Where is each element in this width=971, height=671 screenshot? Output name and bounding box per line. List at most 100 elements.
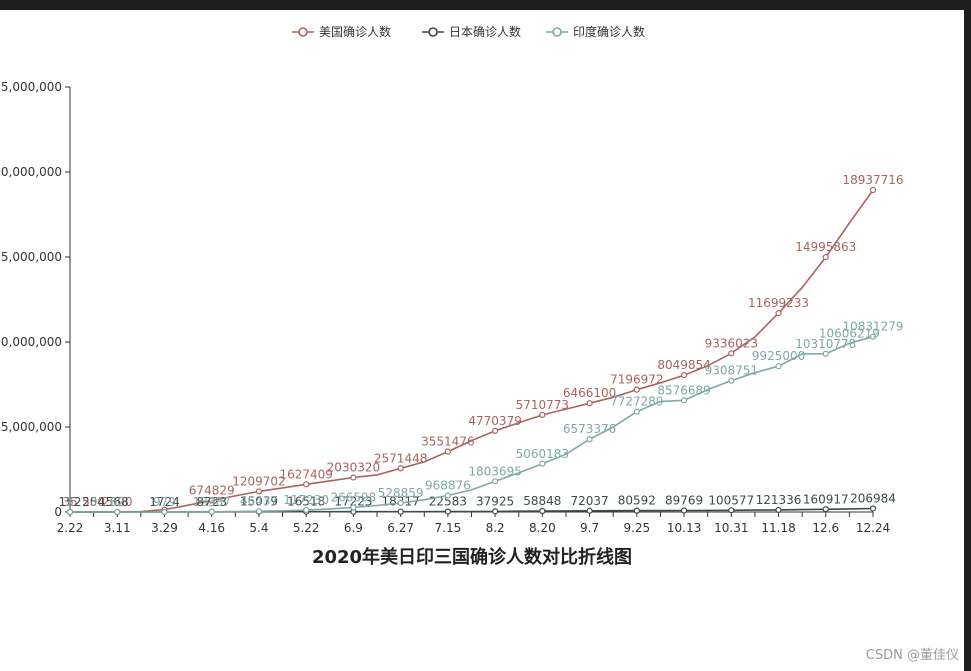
legend-item-2[interactable]: 日本确诊人数 <box>422 24 521 39</box>
data-label: 89769 <box>665 493 703 507</box>
legend-marker <box>428 27 438 37</box>
data-label: 5060183 <box>516 447 569 461</box>
data-point <box>161 508 168 516</box>
data-label: 9925000 <box>752 349 805 363</box>
y-tick-label: 10,000,000 <box>0 335 62 349</box>
data-point <box>822 350 829 357</box>
x-tick-label: 9.25 <box>623 521 650 535</box>
data-label: 10831279 <box>842 320 903 334</box>
series-2: 1522545681724872315079165181722318317225… <box>59 491 896 516</box>
watermark: CSDN @董佳仪 <box>865 648 959 663</box>
data-label: 979 <box>153 495 176 509</box>
x-tick-label: 6.9 <box>344 521 363 535</box>
y-tick-label: 25,000,000 <box>0 80 62 94</box>
line-chart: 美国确诊人数 日本确诊人数 印度确诊人数 0 5,000,000 10,000,000 1… <box>0 24 904 568</box>
data-label: 121336 <box>756 493 802 507</box>
data-point <box>586 436 593 443</box>
data-label: 528859 <box>378 486 424 500</box>
x-tick-label: 3.11 <box>104 521 131 535</box>
data-point <box>633 408 640 415</box>
data-label: 266598 <box>331 490 377 504</box>
data-label: 4770379 <box>468 414 521 428</box>
data-point <box>208 497 215 504</box>
data-label: 968876 <box>425 479 471 493</box>
data-label: 160917 <box>803 492 849 506</box>
data-point <box>680 507 688 514</box>
data-point <box>822 253 829 261</box>
data-point <box>539 460 546 467</box>
data-label: 7727289 <box>610 395 663 409</box>
x-tick-label: 8.20 <box>529 521 556 535</box>
legend-marker <box>298 27 308 37</box>
legend-item-1[interactable]: 美国确诊人数 <box>292 24 391 39</box>
data-point <box>822 506 829 513</box>
data-label: 6573376 <box>563 422 616 436</box>
data-point <box>492 508 499 515</box>
x-tick-label: 12.6 <box>812 521 839 535</box>
data-label: 46437 <box>240 494 278 508</box>
data-point <box>728 507 735 514</box>
data-point <box>869 333 877 340</box>
legend[interactable]: 美国确诊人数 日本确诊人数 印度确诊人数 <box>292 24 645 39</box>
data-point <box>397 465 404 472</box>
data-label: 10310778 <box>795 337 856 351</box>
x-tick-label: 10.31 <box>714 521 748 535</box>
x-tick-label: 10.13 <box>667 521 701 535</box>
data-label: 6466100 <box>563 386 616 400</box>
data-label: 10606219 <box>819 326 880 340</box>
data-point <box>775 310 782 317</box>
data-label: 152 <box>59 495 82 509</box>
data-label: 1803695 <box>468 464 521 478</box>
data-label: 9336023 <box>705 336 758 350</box>
data-label: 18937716 <box>842 173 903 187</box>
data-label: 80592 <box>618 494 656 508</box>
data-label: 35 <box>62 495 77 509</box>
chart-frame: 美国确诊人数 日本确诊人数 印度确诊人数 0 5,000,000 10,000,000 1… <box>0 10 964 671</box>
chart-title: 2020年美日印三国确诊人数对比折线图 <box>312 546 632 568</box>
data-label: 16518 <box>287 495 325 509</box>
data-label: 2300 <box>102 495 133 509</box>
data-label: 254 <box>82 495 105 509</box>
data-label: 62 <box>110 495 125 509</box>
legend-item-3[interactable]: 印度确诊人数 <box>546 24 645 39</box>
data-point <box>350 504 357 511</box>
data-label: 7196972 <box>610 373 663 387</box>
data-point <box>350 474 357 481</box>
x-axis: 2.22 3.11 3.29 4.16 5.4 5.22 6.9 6.27 7.15 8.2 8.2… <box>57 511 890 535</box>
x-tick-label: 7.15 <box>435 521 462 535</box>
data-point <box>444 492 451 499</box>
data-point <box>397 508 404 515</box>
data-label: 674829 <box>189 484 235 498</box>
legend-label: 印度确诊人数 <box>573 24 645 39</box>
data-point <box>444 448 451 455</box>
data-point <box>539 507 546 515</box>
x-tick-label: 8.2 <box>486 521 505 535</box>
data-point <box>775 506 782 514</box>
x-tick-label: 6.27 <box>387 521 414 535</box>
data-label: 100577 <box>708 493 754 507</box>
legend-label: 美国确诊人数 <box>319 24 391 39</box>
legend-label: 日本确诊人数 <box>449 24 521 39</box>
data-point <box>492 478 499 485</box>
x-tick-label: 4.16 <box>198 521 225 535</box>
data-point <box>492 427 499 435</box>
y-tick-label: 20,000,000 <box>0 165 62 179</box>
data-label: 5710773 <box>516 398 569 412</box>
data-label: 3 <box>90 495 98 509</box>
x-tick-label: 2.22 <box>57 521 84 535</box>
data-point <box>303 506 310 514</box>
data-label: 568 <box>106 495 129 509</box>
data-label: 3 <box>66 495 74 509</box>
data-point <box>586 507 593 514</box>
data-label: 17223 <box>334 495 372 509</box>
data-point <box>208 508 215 515</box>
data-point <box>66 508 74 516</box>
data-label: 22583 <box>429 495 467 509</box>
data-point <box>728 377 735 384</box>
data-point <box>633 507 640 514</box>
data-label: 8576689 <box>657 383 710 397</box>
data-label: 1627409 <box>279 467 332 481</box>
x-tick-label: 3.29 <box>151 521 178 535</box>
